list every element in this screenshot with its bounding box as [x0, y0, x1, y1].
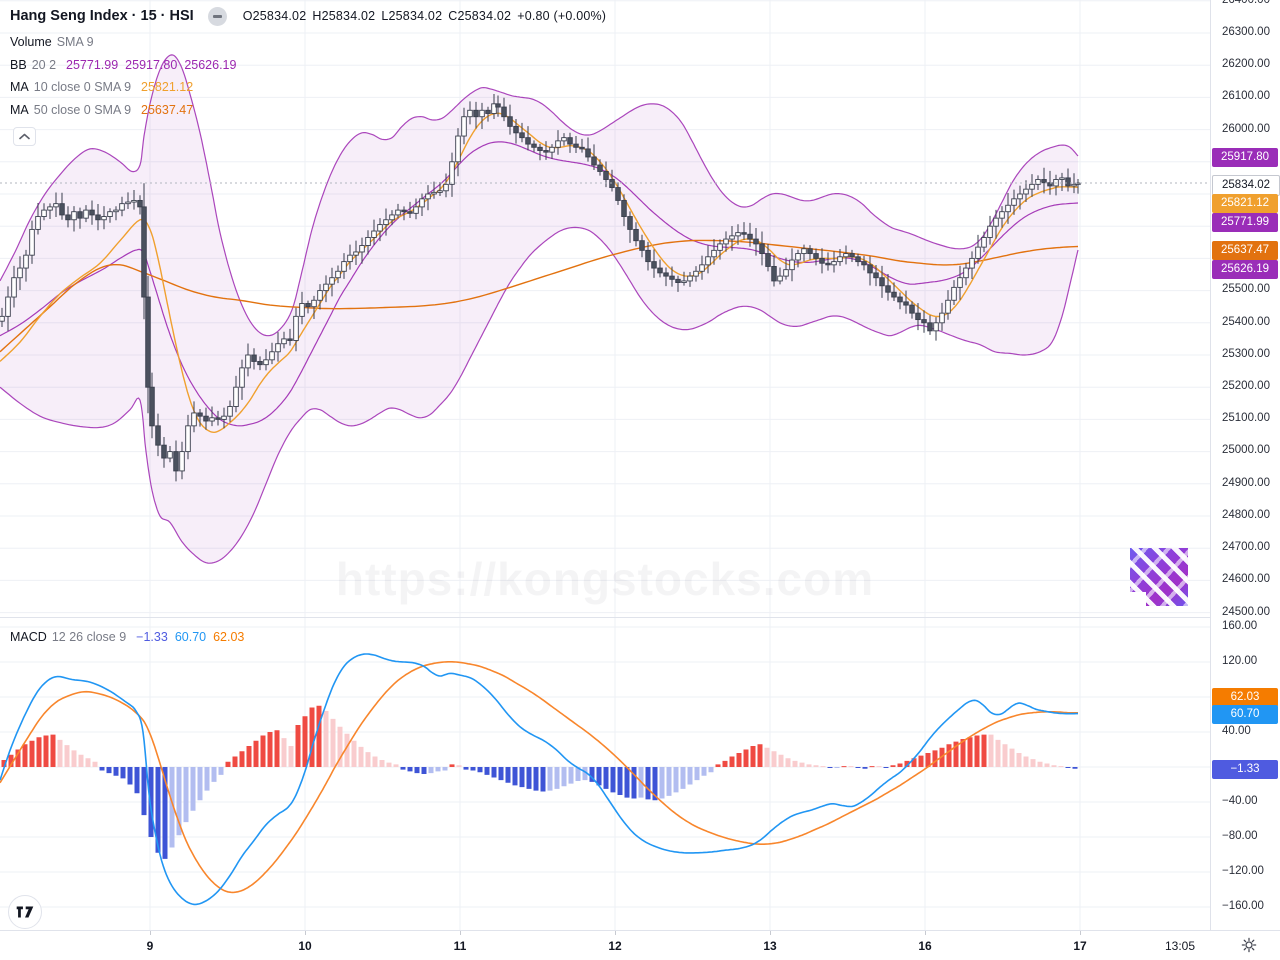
indicator-row-ma50[interactable]: MA 50 close 0 SMA 9 25637.47: [10, 102, 606, 117]
ohlc-high: H25834.02: [312, 9, 376, 24]
price-badge: 62.03: [1212, 687, 1278, 707]
macd-line-value: 60.70: [174, 630, 207, 644]
symbol-title[interactable]: Hang Seng Index · 15 · HSI: [10, 8, 194, 25]
axis-label: 24700.00: [1222, 541, 1270, 553]
axis-label: −160.00: [1222, 900, 1264, 912]
time-tick: [925, 931, 926, 935]
time-label: 13: [763, 939, 777, 953]
chevron-up-icon: [19, 133, 30, 140]
price-badge: 25834.02: [1212, 174, 1280, 196]
price-chart-canvas[interactable]: [0, 0, 1210, 617]
macd-hist-value: −1.33: [136, 630, 168, 644]
bb-lower-value: 25626.19: [184, 57, 237, 72]
tv-glyph-icon: [16, 906, 34, 918]
ohlc-change: +0.80 (+0.00%): [517, 9, 607, 24]
indicator-row-volume[interactable]: Volume SMA 9: [10, 36, 606, 49]
time-tick: [615, 931, 616, 935]
indicator-name: Volume: [10, 35, 52, 49]
indicator-params: 50 close 0 SMA 9: [33, 102, 132, 117]
time-axis-divider: [0, 930, 1280, 931]
axis-label: 25100.00: [1222, 412, 1270, 424]
indicator-name: MACD: [10, 630, 47, 644]
bb-basis-value: 25771.99: [66, 57, 119, 72]
axis-label: −40.00: [1222, 795, 1258, 807]
hide-indicator-icon[interactable]: [207, 7, 227, 26]
axis-label: 120.00: [1222, 655, 1258, 667]
chart-legend: Hang Seng Index · 15 · HSI O25834.02 H25…: [10, 7, 606, 126]
qr-notch: [1130, 592, 1146, 606]
axis-label: 26200.00: [1222, 58, 1270, 70]
time-tick: [770, 931, 771, 935]
candles: [0, 93, 1081, 482]
axis-label: 25000.00: [1222, 444, 1270, 456]
axis-label: 26000.00: [1222, 123, 1270, 135]
price-pane[interactable]: [0, 0, 1210, 617]
time-label: 17: [1073, 939, 1087, 953]
axis-label: 24800.00: [1222, 509, 1270, 521]
axis-label: 26100.00: [1222, 90, 1270, 102]
price-badge: 25771.99: [1212, 212, 1278, 232]
time-label: 16: [918, 939, 932, 953]
axis-label: 26300.00: [1222, 26, 1270, 38]
indicator-name: BB: [10, 57, 27, 72]
settings-gear-icon[interactable]: [1239, 935, 1259, 955]
axis-label: −80.00: [1222, 830, 1258, 842]
axis-label: 24500.00: [1222, 606, 1270, 618]
ohlc-open: O25834.02: [242, 9, 307, 24]
tradingview-logo[interactable]: [8, 895, 42, 929]
indicator-name: MA: [10, 102, 29, 117]
ohlc-close: C25834.02: [448, 9, 512, 24]
time-tick: [460, 931, 461, 935]
indicator-params: 12 26 close 9: [51, 630, 127, 644]
price-badge: 25637.47: [1212, 240, 1278, 260]
indicator-row-ma10[interactable]: MA 10 close 0 SMA 9 25821.12: [10, 81, 606, 94]
price-axis-divider: [1210, 0, 1211, 960]
indicator-name: MA: [10, 80, 29, 94]
ma10-value: 25821.12: [141, 80, 194, 94]
price-badge: 25626.19: [1212, 259, 1278, 279]
time-label: 9: [146, 939, 154, 953]
axis-label: −120.00: [1222, 865, 1264, 877]
indicator-params: 20 2: [31, 57, 57, 72]
price-axis[interactable]: 26400.00 26300.00 26200.00 26100.00 26000.00…: [1211, 0, 1280, 930]
time-label: 10: [298, 939, 312, 953]
qr-code-logo: [1130, 548, 1188, 606]
price-badge: 60.70: [1212, 704, 1278, 724]
macd-histogram: [1, 705, 1078, 859]
ohlc-low: L25834.02: [381, 9, 443, 24]
time-tick: [1080, 931, 1081, 935]
time-axis[interactable]: 13:05 9 10 11 12 13 16 17: [0, 931, 1280, 960]
price-badge: 25821.12: [1212, 193, 1278, 213]
price-badge: 25917.80: [1212, 147, 1278, 167]
indicator-row-bb[interactable]: BB 20 2 25771.99 25917.80 25626.19: [10, 57, 606, 72]
time-tick: [150, 931, 151, 935]
axis-label: 26400.00: [1222, 0, 1270, 6]
axis-label: 25200.00: [1222, 380, 1270, 392]
axis-label: 25500.00: [1222, 283, 1270, 295]
axis-label: 160.00: [1222, 620, 1258, 632]
price-badge: −1.33: [1212, 759, 1278, 779]
time-tick: [305, 931, 306, 935]
macd-pane[interactable]: [0, 617, 1210, 930]
axis-label: 24600.00: [1222, 573, 1270, 585]
ma50-value: 25637.47: [141, 102, 194, 117]
time-label: 12: [608, 939, 622, 953]
symbol-row[interactable]: Hang Seng Index · 15 · HSI O25834.02 H25…: [10, 7, 606, 26]
axis-label: 24900.00: [1222, 477, 1270, 489]
pane-divider[interactable]: [0, 617, 1280, 618]
bb-upper-value: 25917.80: [125, 57, 178, 72]
indicator-params: 10 close 0 SMA 9: [33, 80, 132, 94]
axis-label: 40.00: [1222, 725, 1251, 737]
time-label: 11: [453, 939, 467, 953]
indicator-params: SMA 9: [56, 35, 94, 49]
macd-signal-value: 62.03: [213, 630, 245, 644]
axis-label: 25400.00: [1222, 316, 1270, 328]
collapse-legend-button[interactable]: [13, 127, 36, 146]
current-time-label: 13:05: [1164, 939, 1196, 953]
axis-label: 25300.00: [1222, 348, 1270, 360]
macd-chart-canvas[interactable]: [0, 617, 1210, 930]
macd-legend[interactable]: MACD 12 26 close 9 −1.33 60.70 62.03: [10, 630, 251, 654]
